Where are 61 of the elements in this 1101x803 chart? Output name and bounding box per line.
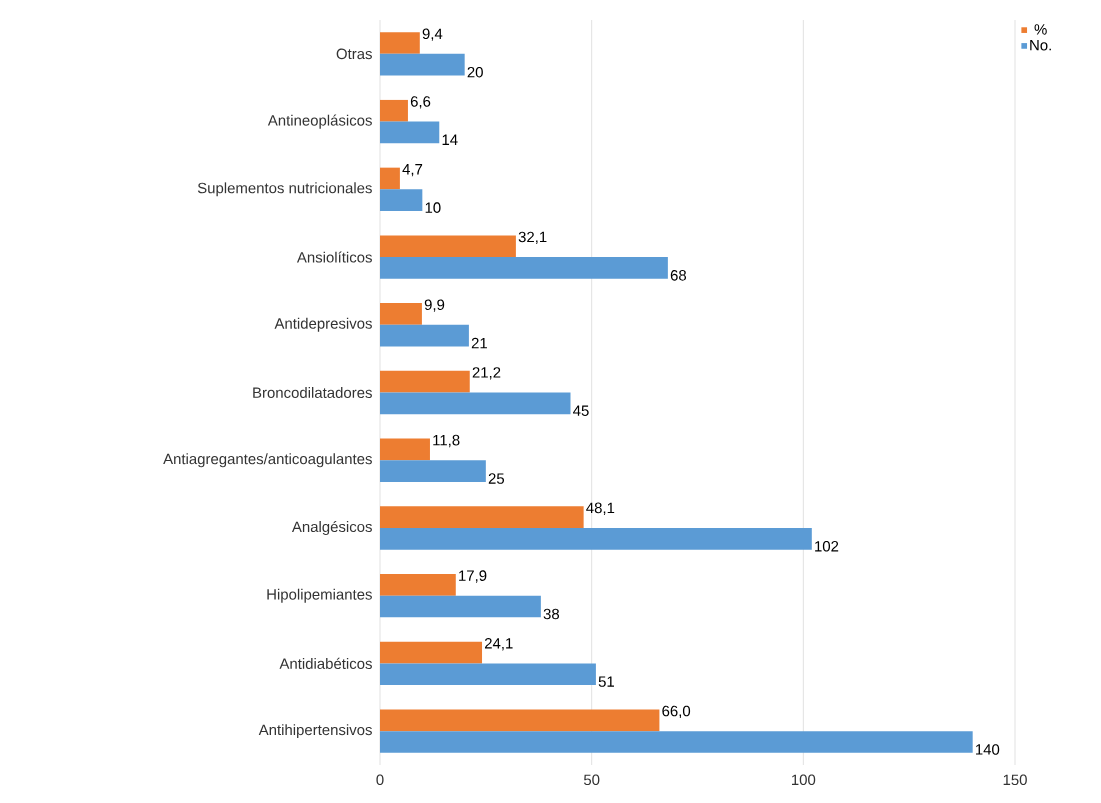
bar [380,460,486,482]
legend-label: No. [1030,40,1051,51]
y-tick-label: Suplementos nutricionales [197,182,372,197]
data-label: 24,1 [484,638,513,651]
bar [380,574,456,596]
data-label: 14 [442,134,458,145]
data-label: 38 [543,608,560,620]
bar [380,663,596,686]
y-tick-label: Analgésicos [291,520,372,536]
bar [380,709,660,732]
data-label: 66,0 [662,705,691,719]
data-label: 45 [573,405,589,416]
data-label: 4,7 [402,164,423,177]
y-tick-label: Hipolipemiantes [267,588,372,603]
bar [380,641,483,664]
bar [380,235,516,258]
bar [380,506,584,528]
bar [380,324,469,347]
data-label: 21,2 [472,367,501,380]
y-tick-label: Broncodilatadores [253,387,372,398]
data-label: 20 [467,66,483,78]
y-tick-label: Ansiolíticos [296,251,372,263]
bar [380,595,541,618]
bar [380,370,470,393]
data-label: 9,9 [424,299,445,312]
bar [380,32,420,54]
data-label: 48,1 [586,502,615,515]
data-label: 140 [976,744,1000,755]
y-tick-label: Antidepresivos [274,317,372,332]
data-label: 11,8 [433,434,460,448]
bar [380,392,571,415]
bar [380,99,408,122]
y-tick-label: Otras [336,48,372,60]
data-label: 102 [815,540,839,552]
x-tick-label: 50 [583,774,600,786]
bar [380,527,812,550]
data-label: 6,6 [410,96,431,109]
data-label: 32,1 [518,231,547,245]
bar [380,438,430,461]
bar [380,303,422,325]
bar [380,121,440,144]
bar [380,53,465,76]
data-label: 10 [425,202,441,213]
data-label: 68 [670,270,687,281]
data-label: 17,9 [459,570,487,583]
bar [380,257,668,279]
y-tick-label: Antineoplásicos [267,114,372,129]
legend-label: % [1034,24,1047,35]
x-tick-label: 0 [376,774,384,786]
x-tick-label: 150 [1003,774,1027,786]
bar [380,167,400,190]
data-label: 25 [488,473,505,484]
y-tick-label: Antihipertensivos [258,724,372,739]
data-label: 21 [471,337,487,349]
bar [380,189,423,211]
data-label: 9,4 [422,28,443,41]
data-label: 51 [598,676,614,687]
y-tick-label: Antidiabéticos [279,657,372,669]
x-tick-label: 100 [792,774,816,786]
bar [380,731,973,753]
y-tick-label: Antiagregantes/anticoagulantes [163,453,372,468]
